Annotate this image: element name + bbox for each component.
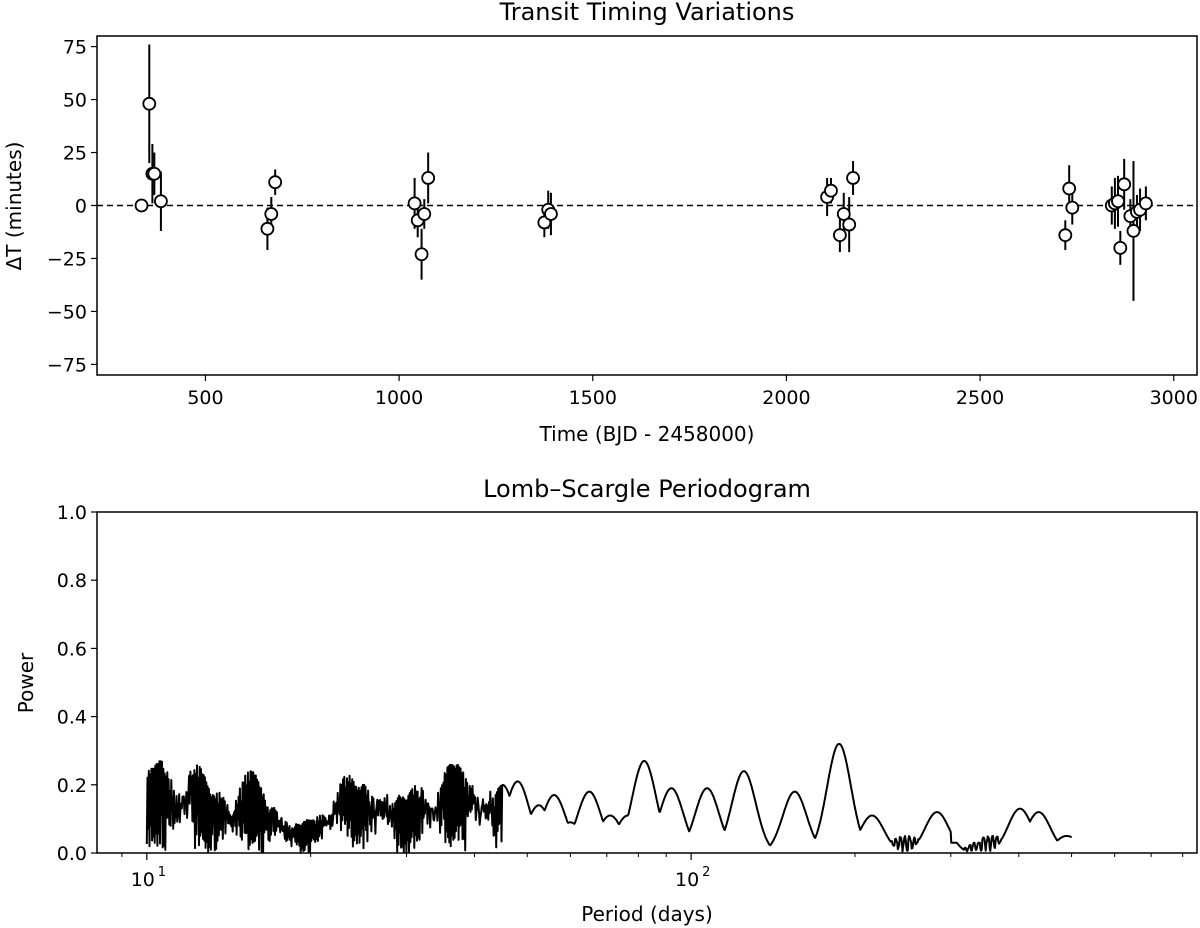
ls-ytick-label: 0.6 <box>57 638 87 660</box>
ttv-ytick-label: 0 <box>75 196 87 218</box>
ttv-data-point <box>268 175 283 190</box>
ls-ytick-label: 1.0 <box>57 502 87 524</box>
ttv-data-point <box>836 207 851 221</box>
ls-title: Lomb–Scargle Periodogram <box>483 475 811 503</box>
ttv-xtick-label: 3000 <box>1150 387 1198 409</box>
ttv-data-point <box>154 194 168 209</box>
ttv-ytick-label: −50 <box>47 301 87 323</box>
ls-panel: Lomb–Scargle Periodogram 0.0 0.2 0.4 0.6 0.8… <box>14 475 1198 926</box>
ttv-data-point <box>1058 228 1073 243</box>
ttv-xtick-label: 1500 <box>569 387 617 409</box>
ttv-data-point <box>134 198 149 213</box>
ls-axes-group: 0.00.20.40.60.81.010 1 10 2 <box>57 502 1184 891</box>
ttv-data-point <box>824 183 838 198</box>
ttv-data-point <box>846 171 860 185</box>
ttv-xlabel: Time (BJD - 2458000) <box>539 422 755 446</box>
ttv-data-point <box>1117 177 1132 192</box>
ls-power-curve <box>145 742 1073 854</box>
ttv-xtick-label: 1000 <box>375 387 423 409</box>
ttv-title: Transit Timing Variations <box>499 0 795 26</box>
ttv-data-point <box>407 196 422 211</box>
ls-xtick-label: 10 <box>675 869 699 891</box>
ttv-point-group <box>134 96 1153 262</box>
ttv-plot-frame <box>96 35 1198 376</box>
ttv-data-point <box>1065 200 1080 215</box>
ttv-data-point <box>1113 240 1128 255</box>
ttv-data-point <box>260 221 275 236</box>
ttv-xtick-label: 2000 <box>762 387 810 409</box>
ls-ytick-label: 0.0 <box>57 843 87 865</box>
ttv-data-point <box>147 166 162 181</box>
ttv-data-point <box>264 207 279 221</box>
ls-xtick-exponent: 2 <box>702 865 710 880</box>
ttv-data-point <box>544 207 558 221</box>
ttv-panel: Transit Timing Variations 500 1000 1500 200… <box>2 0 1198 446</box>
ttv-data-point <box>142 96 157 111</box>
ttv-xtick-label: 500 <box>187 387 223 409</box>
ttv-data-point <box>832 228 847 243</box>
ttv-ytick-label: −75 <box>47 354 87 376</box>
ttv-data-point <box>414 247 429 262</box>
ttv-data-point <box>417 207 432 221</box>
ttv-data-point <box>842 217 857 232</box>
ttv-axes-group: 500 1000 1500 2000 2500 3000 75 50 25 0 −25 −50 −75 <box>47 37 1198 409</box>
ttv-data-point <box>1111 194 1125 209</box>
ls-plot-frame <box>96 511 1198 854</box>
ls-xtick-label: 10 <box>131 869 155 891</box>
ttv-ytick-label: 50 <box>63 90 87 112</box>
ttv-ylabel: ΔT (minutes) <box>2 142 26 271</box>
ttv-xtick-label: 2500 <box>956 387 1004 409</box>
ttv-errorbar-group <box>140 44 1147 301</box>
ttv-data-point <box>1138 196 1153 211</box>
ttv-data-point <box>421 171 436 185</box>
ls-ytick-label: 0.4 <box>57 707 87 729</box>
ttv-data-point <box>1126 224 1141 238</box>
ttv-ytick-label: 75 <box>63 37 87 59</box>
ls-xlabel: Period (days) <box>581 902 713 926</box>
ls-xtick-exponent: 1 <box>158 865 166 880</box>
ls-ylabel: Power <box>14 652 38 713</box>
ttv-data-point <box>1062 181 1077 196</box>
ttv-ytick-label: −25 <box>47 248 87 270</box>
ls-ytick-label: 0.8 <box>57 570 87 592</box>
ttv-ytick-label: 25 <box>63 143 87 165</box>
ls-ytick-label: 0.2 <box>57 775 87 797</box>
